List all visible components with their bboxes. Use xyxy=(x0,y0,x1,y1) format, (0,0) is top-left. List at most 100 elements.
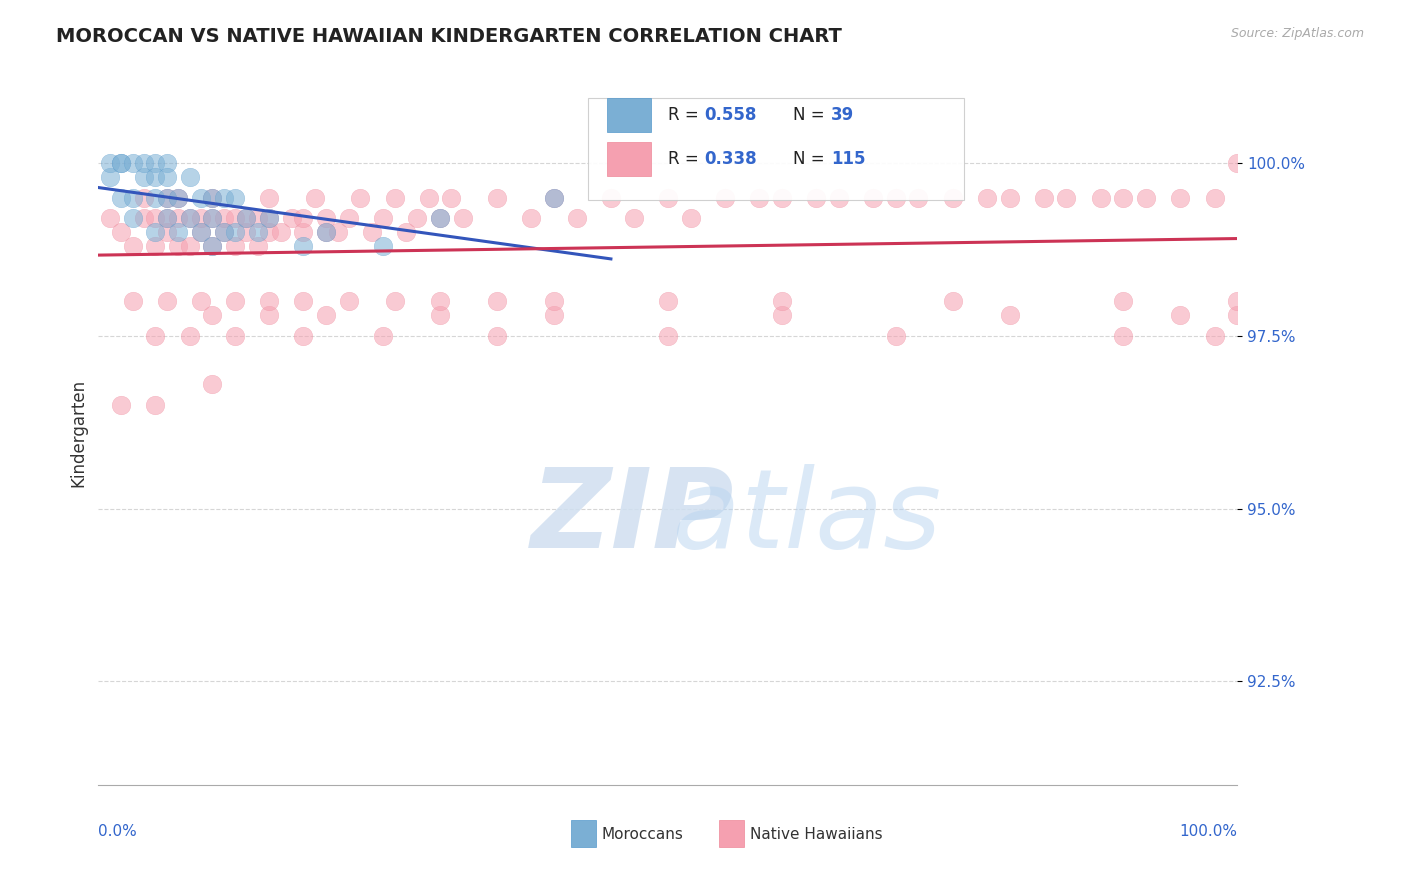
Point xyxy=(121,191,143,205)
Point xyxy=(486,294,509,309)
Point xyxy=(1170,308,1192,322)
Point xyxy=(371,329,394,343)
Point xyxy=(1135,191,1157,205)
Point xyxy=(190,225,212,239)
Point xyxy=(190,225,212,239)
Point xyxy=(292,329,315,343)
Text: Moroccans: Moroccans xyxy=(602,827,683,842)
Point xyxy=(201,191,224,205)
Text: 39: 39 xyxy=(831,106,853,124)
Y-axis label: Kindergarten: Kindergarten xyxy=(69,378,87,487)
Point xyxy=(145,169,167,184)
Point xyxy=(349,191,371,205)
Point xyxy=(190,294,212,309)
Point xyxy=(862,191,884,205)
Point xyxy=(212,191,235,205)
Point xyxy=(145,225,167,239)
Point xyxy=(406,211,429,226)
Point xyxy=(110,191,132,205)
Point xyxy=(292,225,315,239)
Point xyxy=(132,156,155,170)
Point xyxy=(292,294,315,309)
Point xyxy=(998,191,1021,205)
Point xyxy=(145,398,167,412)
Point xyxy=(907,191,929,205)
Point xyxy=(942,191,965,205)
Point xyxy=(212,211,235,226)
Text: 0.338: 0.338 xyxy=(704,150,756,168)
Point xyxy=(1032,191,1054,205)
Point xyxy=(156,156,179,170)
Point xyxy=(315,225,337,239)
Point xyxy=(246,211,269,226)
Point xyxy=(884,191,907,205)
FancyBboxPatch shape xyxy=(588,98,965,200)
Point xyxy=(884,329,907,343)
Point xyxy=(167,191,190,205)
Point xyxy=(1056,191,1078,205)
Point xyxy=(1204,329,1226,343)
Text: Native Hawaiians: Native Hawaiians xyxy=(749,827,883,842)
Point xyxy=(770,294,793,309)
Point xyxy=(167,225,190,239)
Text: ZIP: ZIP xyxy=(531,464,735,571)
Point xyxy=(167,239,190,253)
Point xyxy=(976,191,998,205)
Point xyxy=(145,156,167,170)
Point xyxy=(418,191,440,205)
Point xyxy=(145,191,167,205)
Point xyxy=(543,191,565,205)
Point xyxy=(156,191,179,205)
Point xyxy=(371,211,394,226)
Point xyxy=(259,211,281,226)
Point xyxy=(212,225,235,239)
Point xyxy=(1226,294,1249,309)
Point xyxy=(770,308,793,322)
Point xyxy=(281,211,304,226)
Point xyxy=(121,294,143,309)
Point xyxy=(337,211,360,226)
Point xyxy=(224,294,246,309)
Point xyxy=(384,191,406,205)
Point xyxy=(235,225,257,239)
Point xyxy=(132,211,155,226)
Point xyxy=(1170,191,1192,205)
Point xyxy=(212,225,235,239)
Point xyxy=(132,169,155,184)
Point xyxy=(1112,294,1135,309)
Point xyxy=(98,211,121,226)
Text: R =: R = xyxy=(668,106,704,124)
Point xyxy=(110,156,132,170)
Point xyxy=(429,308,451,322)
Point xyxy=(167,191,190,205)
Point xyxy=(748,191,770,205)
FancyBboxPatch shape xyxy=(607,98,651,132)
Point xyxy=(156,211,179,226)
Point xyxy=(156,225,179,239)
Point xyxy=(224,225,246,239)
Point xyxy=(1112,191,1135,205)
Point xyxy=(246,239,269,253)
Point xyxy=(259,308,281,322)
Point xyxy=(179,211,201,226)
Point xyxy=(600,191,623,205)
Text: R =: R = xyxy=(668,150,704,168)
Point xyxy=(1112,329,1135,343)
Point xyxy=(179,169,201,184)
Point xyxy=(543,308,565,322)
Point xyxy=(486,191,509,205)
Point xyxy=(326,225,349,239)
Point xyxy=(429,211,451,226)
Point xyxy=(201,211,224,226)
Point xyxy=(565,211,588,226)
Point xyxy=(292,211,315,226)
Point xyxy=(770,191,793,205)
Text: 100.0%: 100.0% xyxy=(1180,823,1237,838)
Point xyxy=(1090,191,1112,205)
Text: 115: 115 xyxy=(831,150,865,168)
Point xyxy=(804,191,827,205)
Point xyxy=(657,294,679,309)
Point xyxy=(156,211,179,226)
Point xyxy=(395,225,418,239)
Text: Source: ZipAtlas.com: Source: ZipAtlas.com xyxy=(1230,27,1364,40)
